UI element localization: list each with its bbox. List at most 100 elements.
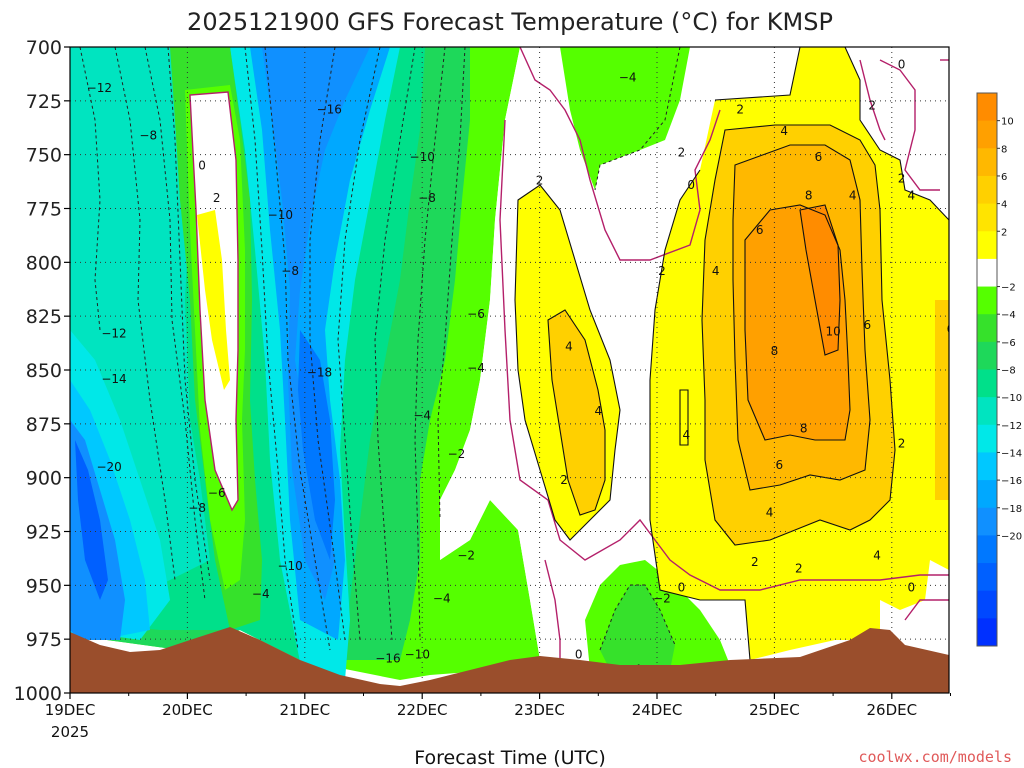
colorbar-label: −6: [1001, 338, 1016, 349]
contour-label: 4: [780, 124, 788, 138]
colorbar-label: −16: [1001, 476, 1022, 487]
terrain-surface: [70, 627, 949, 693]
contour-label: 10: [825, 324, 840, 338]
contour-label: 4: [594, 404, 602, 418]
x-year-label: 2025: [51, 723, 89, 741]
contour-label: −8: [281, 264, 299, 278]
colorbar-segment: [977, 203, 997, 232]
credit-text: coolwx.com/models: [858, 748, 1012, 766]
contour-label: 2: [898, 436, 906, 450]
negative-contours: [79, 47, 681, 651]
x-axis-title: Forecast Time (UTC): [414, 747, 605, 768]
contour-label: −10: [410, 150, 435, 164]
x-tick-label: 26DEC: [867, 701, 918, 719]
colorbar-segment: [977, 590, 997, 619]
zero-contours: [189, 47, 949, 660]
contour-label: 2: [678, 146, 686, 160]
contour-label: −2: [653, 591, 671, 605]
contour-label: 0: [678, 581, 686, 595]
band-minus-18-column: [298, 330, 335, 560]
contour-label: 2: [560, 473, 568, 487]
contour-label: −4: [433, 591, 451, 605]
contour-label: −4: [252, 587, 270, 601]
x-tick-label: 19DEC: [45, 701, 96, 719]
y-tick-label: 1000: [14, 683, 62, 705]
x-tick-label: 22DEC: [397, 701, 448, 719]
contour-label: 4: [873, 548, 881, 562]
band-minus-20: [75, 440, 108, 600]
contour-label: −18: [307, 365, 332, 379]
x-tick-label: 20DEC: [162, 701, 213, 719]
y-tick-label: 825: [26, 306, 62, 328]
contour-label: 0: [575, 647, 583, 661]
x-axis: 19DEC 20DEC 21DEC 22DEC 23DEC 24DEC 25DEC 26DEC: [45, 693, 951, 719]
contour-label: −8: [418, 191, 436, 205]
contour-label: 4: [849, 189, 857, 203]
colorbar-segment: [977, 286, 997, 315]
contour-label: 4: [908, 189, 916, 203]
colorbar-label: −2: [1001, 283, 1016, 294]
colorbar-segment: [977, 480, 997, 509]
contour-label: 0: [198, 159, 206, 173]
band-4-early: [548, 310, 605, 515]
y-tick-label: 950: [26, 575, 62, 597]
cold-bands: [70, 47, 540, 680]
contour-label: −6: [208, 486, 226, 500]
contour-lines: [79, 47, 949, 661]
y-tick-label: 700: [26, 37, 62, 59]
contour-label: 0: [898, 57, 906, 71]
y-tick-label: 725: [26, 91, 62, 113]
contour-label: 2: [868, 98, 876, 112]
contour-label: 4: [565, 339, 573, 353]
band-2-right-edge: [935, 300, 949, 500]
colorbar-segment: [977, 618, 997, 647]
contour-label: 4: [766, 505, 774, 519]
x-tick-label: 24DEC: [632, 701, 683, 719]
band-2-tongue: [197, 210, 230, 390]
contour-label: −10: [277, 559, 302, 573]
contour-label: 2: [736, 103, 744, 117]
contour-label: 6: [815, 150, 823, 164]
contour-label: 2: [658, 264, 666, 278]
contour-label: 6: [947, 322, 955, 336]
colorbar-segment: [977, 120, 997, 149]
contour-label: −8: [139, 128, 157, 142]
contour-label: 8: [771, 344, 779, 358]
contour-label: 2: [213, 191, 221, 205]
chart-title: 2025121900 GFS Forecast Temperature (°C)…: [187, 8, 833, 36]
contour-label: 8: [800, 421, 808, 435]
contour-label: −2: [457, 548, 475, 562]
positive-contours: [514, 47, 949, 661]
colorbar-segment: [977, 563, 997, 592]
plot-area: −12−80−16−10−8−102−8−6−12−14 −18 −4−4−2−20…: [70, 47, 955, 693]
x-tick-label: 21DEC: [280, 701, 331, 719]
colorbar-segment: [977, 314, 997, 343]
contour-label: −4: [413, 408, 431, 422]
contour-label: −16: [317, 103, 342, 117]
band-minus-6-bottom: [600, 585, 675, 670]
y-tick-label: 750: [26, 145, 62, 167]
x-tick-label: 25DEC: [749, 701, 800, 719]
colorbar-segment: [977, 341, 997, 370]
colorbar-label: −18: [1001, 504, 1022, 515]
colorbar-label: −10: [1001, 393, 1022, 404]
contour-label: −4: [467, 361, 485, 375]
contour-label: −4: [619, 70, 637, 84]
y-tick-label: 775: [26, 199, 62, 221]
y-tick-label: 925: [26, 522, 62, 544]
contour-label: −14: [101, 372, 126, 386]
colorbar-label: −4: [1001, 310, 1016, 321]
colorbar-segment: [977, 535, 997, 564]
contour-label: 2: [898, 172, 906, 186]
contour-label: −20: [96, 460, 121, 474]
colorbar-segment: [977, 258, 997, 288]
colorbar-label: 2: [1001, 227, 1007, 238]
contour-label: 2: [795, 561, 803, 575]
contour-label: −6: [467, 307, 485, 321]
colorbar-label: 6: [1001, 172, 1007, 183]
contour-label: −8: [188, 501, 206, 515]
contour-label: 4: [683, 428, 691, 442]
contour-label: 0: [687, 178, 695, 192]
colorbar-segment: [977, 231, 997, 260]
